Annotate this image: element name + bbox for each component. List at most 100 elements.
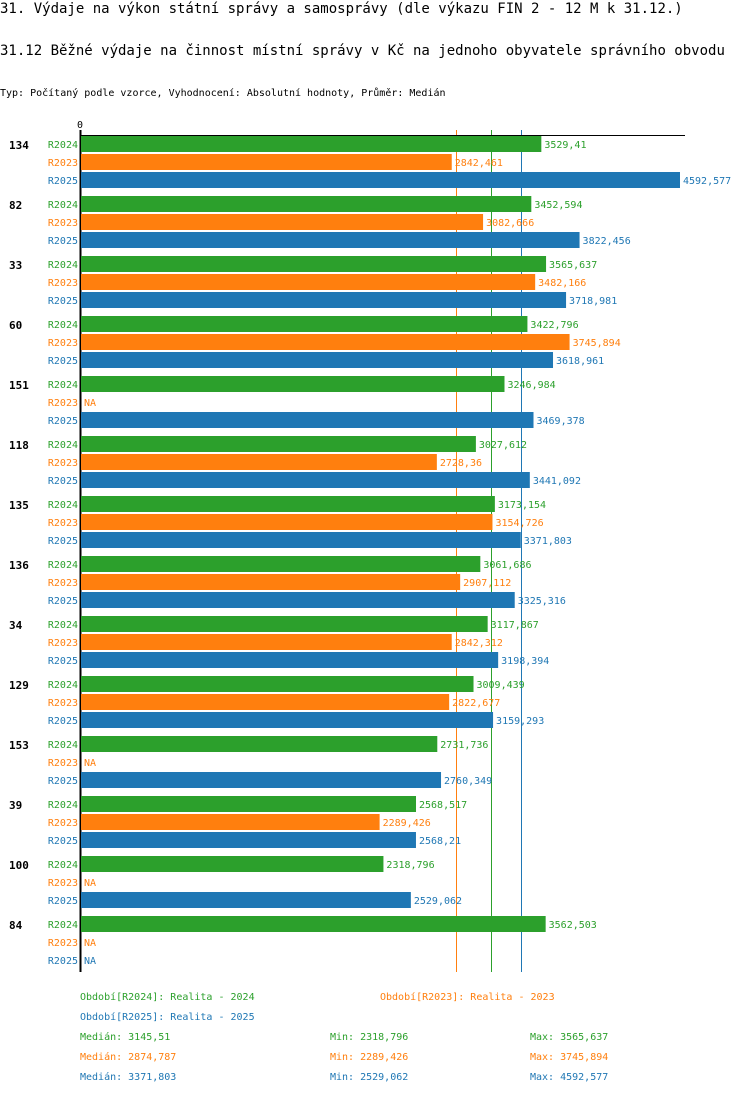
series-label-r2023: R2023 — [48, 518, 78, 529]
series-label-r2025: R2025 — [48, 416, 78, 427]
series-label-r2025: R2025 — [48, 536, 78, 547]
series-label-r2025: R2025 — [48, 656, 78, 667]
stat-max-r2025: Max: 4592,577 — [530, 1072, 609, 1083]
series-label-r2023: R2023 — [48, 278, 78, 289]
category-label: 151 — [9, 379, 29, 392]
stat-median-r2023: Medián: 2874,787 — [80, 1052, 177, 1063]
legend-period-r2023: Období[R2023]: Realita - 2023 — [380, 992, 555, 1003]
bar-r2025 — [81, 412, 534, 428]
series-label-r2024: R2024 — [48, 740, 78, 751]
series-label-r2024: R2024 — [48, 800, 78, 811]
bar-r2024 — [81, 856, 384, 872]
bar-r2024 — [81, 556, 481, 572]
data-label-r2024: 2568,517 — [419, 800, 467, 811]
data-label-r2024: 3246,984 — [507, 380, 555, 391]
data-label-r2025: 3441,092 — [533, 476, 581, 487]
series-label-r2025: R2025 — [48, 476, 78, 487]
stat-min-r2023: Min: 2289,426 — [330, 1052, 409, 1063]
data-label-r2023: NA — [84, 938, 96, 949]
bar-r2023 — [81, 574, 461, 590]
data-label-r2025: 3618,961 — [556, 356, 604, 367]
series-label-r2024: R2024 — [48, 560, 78, 571]
data-label-r2023: NA — [84, 398, 96, 409]
category-label: 84 — [9, 919, 23, 932]
stat-median-r2024: Medián: 3145,51 — [80, 1032, 171, 1043]
series-label-r2024: R2024 — [48, 200, 78, 211]
series-label-r2023: R2023 — [48, 878, 78, 889]
bar-r2023 — [81, 154, 452, 170]
series-label-r2025: R2025 — [48, 836, 78, 847]
category-label: 129 — [9, 679, 29, 692]
series-label-r2025: R2025 — [48, 896, 78, 907]
series-label-r2023: R2023 — [48, 638, 78, 649]
stat-median-r2025: Medián: 3371,803 — [80, 1072, 177, 1083]
data-label-r2024: 3452,594 — [534, 200, 582, 211]
bar-r2023 — [81, 814, 380, 830]
bar-r2023 — [81, 454, 437, 470]
bar-r2024 — [81, 496, 495, 512]
category-label: 118 — [9, 439, 29, 452]
bar-r2023 — [81, 334, 570, 350]
bar-r2023 — [81, 214, 484, 230]
series-label-r2024: R2024 — [48, 320, 78, 331]
bar-r2025 — [81, 712, 494, 728]
series-label-r2024: R2024 — [48, 680, 78, 691]
bar-r2023 — [81, 634, 452, 650]
bar-r2024 — [81, 196, 532, 212]
series-label-r2024: R2024 — [48, 920, 78, 931]
series-label-r2023: R2023 — [48, 758, 78, 769]
bar-r2023 — [81, 274, 536, 290]
stat-min-r2025: Min: 2529,062 — [330, 1072, 409, 1083]
data-label-r2025: 2529,062 — [414, 896, 462, 907]
series-label-r2024: R2024 — [48, 140, 78, 151]
data-label-r2025: 3198,394 — [501, 656, 549, 667]
bar-r2024 — [81, 136, 542, 152]
bar-r2025 — [81, 892, 411, 908]
bar-r2025 — [81, 472, 530, 488]
bar-r2024 — [81, 736, 438, 752]
series-label-r2025: R2025 — [48, 776, 78, 787]
bar-r2023 — [81, 514, 493, 530]
bar-r2024 — [81, 796, 417, 812]
bar-r2025 — [81, 232, 580, 248]
category-label: 39 — [9, 799, 22, 812]
data-label-r2025: 3371,803 — [524, 536, 572, 547]
chart-info: Typ: Počítaný podle vzorce, Vyhodnocení:… — [0, 88, 446, 99]
series-label-r2025: R2025 — [48, 176, 78, 187]
data-label-r2025: 2568,21 — [419, 836, 461, 847]
data-label-r2024: 3173,154 — [498, 500, 546, 511]
data-label-r2025: 3718,981 — [569, 296, 617, 307]
data-label-r2023: 3745,894 — [573, 338, 621, 349]
bar-r2025 — [81, 292, 567, 308]
series-label-r2024: R2024 — [48, 860, 78, 871]
data-label-r2025: 3822,456 — [583, 236, 631, 247]
category-label: 100 — [9, 859, 29, 872]
data-label-r2024: 2731,736 — [440, 740, 488, 751]
series-label-r2024: R2024 — [48, 440, 78, 451]
data-label-r2023: 2289,426 — [383, 818, 431, 829]
legend-period-r2025: Období[R2025]: Realita - 2025 — [80, 1012, 255, 1023]
category-label: 33 — [9, 259, 22, 272]
stat-min-r2024: Min: 2318,796 — [330, 1032, 409, 1043]
series-label-r2025: R2025 — [48, 596, 78, 607]
data-label-r2025: 3159,293 — [496, 716, 544, 727]
bar-r2025 — [81, 832, 416, 848]
data-label-r2024: 3027,612 — [479, 440, 527, 451]
data-label-r2025: 3325,316 — [518, 596, 566, 607]
data-label-r2023: 3482,166 — [538, 278, 586, 289]
series-label-r2023: R2023 — [48, 398, 78, 409]
data-label-r2024: 3009,439 — [477, 680, 525, 691]
series-label-r2023: R2023 — [48, 818, 78, 829]
data-label-r2023: 2842,312 — [455, 638, 503, 649]
category-label: 153 — [9, 739, 29, 752]
bar-r2025 — [81, 532, 521, 548]
stat-max-r2024: Max: 3565,637 — [530, 1032, 609, 1043]
series-label-r2023: R2023 — [48, 938, 78, 949]
series-label-r2024: R2024 — [48, 500, 78, 511]
data-label-r2024: 3562,503 — [549, 920, 597, 931]
x-tick-label: 0 — [77, 120, 83, 131]
data-label-r2023: 2728,36 — [440, 458, 482, 469]
data-label-r2025: 3469,378 — [537, 416, 585, 427]
series-label-r2025: R2025 — [48, 296, 78, 307]
chart-title: 31.12 Běžné výdaje na činnost místní spr… — [0, 43, 725, 59]
